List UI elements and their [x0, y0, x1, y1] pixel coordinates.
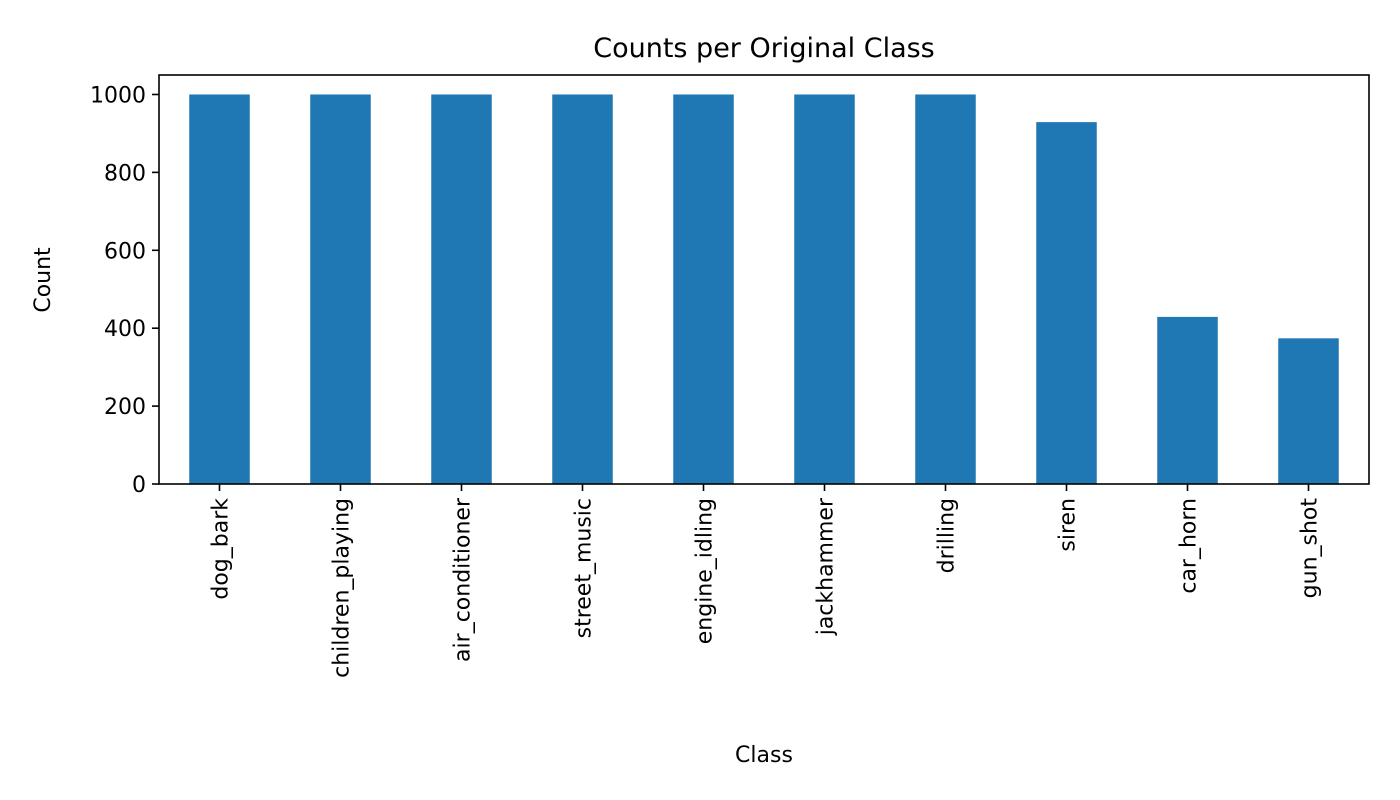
x-tick-label: siren	[1056, 498, 1081, 552]
x-tick-label: street_music	[572, 498, 597, 638]
y-tick-label: 0	[132, 473, 146, 498]
x-tick-label: drilling	[935, 498, 960, 573]
bar-jackhammer	[794, 94, 855, 484]
bar-children_playing	[310, 94, 371, 484]
bar-siren	[1036, 122, 1097, 484]
x-tick-label: jackhammer	[814, 497, 839, 636]
chart-title: Counts per Original Class	[593, 33, 935, 64]
y-tick-label: 800	[104, 161, 146, 186]
bar-drilling	[915, 94, 976, 484]
bar-car_horn	[1157, 316, 1218, 484]
bar-dog_bark	[189, 94, 250, 484]
x-tick-label: engine_idling	[693, 498, 718, 644]
x-tick-label: children_playing	[330, 498, 355, 678]
bar-air_conditioner	[431, 94, 492, 484]
bar-street_music	[552, 94, 613, 484]
x-tick-label: dog_bark	[209, 498, 234, 600]
bar-gun_shot	[1278, 338, 1339, 484]
y-axis: 0 200 400 600 800 1000	[90, 83, 159, 498]
y-axis-label: Count	[31, 247, 56, 313]
plot-frame	[158, 74, 1370, 485]
x-tick-label: air_conditioner	[451, 497, 476, 662]
x-tick-label: gun_shot	[1298, 498, 1323, 599]
bars-layer	[189, 94, 1339, 484]
x-axis-label: Class	[735, 743, 793, 768]
y-tick-label: 400	[104, 317, 146, 342]
bar-engine_idling	[673, 94, 734, 484]
x-tick-label: car_horn	[1177, 498, 1202, 594]
y-tick-label: 1000	[90, 83, 146, 108]
x-axis: dog_bark children_playing air_conditioner s…	[209, 484, 1323, 678]
y-tick-label: 200	[104, 395, 146, 420]
y-tick-label: 600	[104, 239, 146, 264]
